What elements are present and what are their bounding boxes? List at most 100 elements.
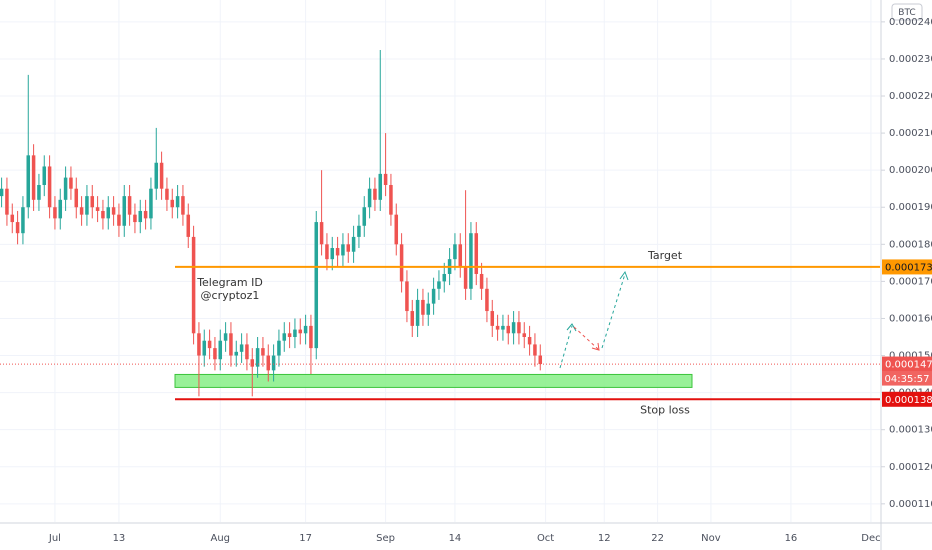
y-tick-label: 0.0001500 xyxy=(889,351,932,362)
candle-body xyxy=(469,233,473,289)
arrowhead xyxy=(566,323,577,332)
currency-label: BTC xyxy=(898,8,915,18)
x-tick-label: 22 xyxy=(651,533,664,544)
candle-body xyxy=(453,244,457,260)
candle-body xyxy=(298,329,303,334)
x-tick-label: 17 xyxy=(299,533,312,544)
candle-body xyxy=(341,244,345,256)
candle-body xyxy=(63,177,68,200)
candle-body xyxy=(335,248,340,256)
projection-arrows xyxy=(559,270,629,369)
candle-body xyxy=(111,207,116,215)
candle-body xyxy=(149,188,153,219)
candle-body xyxy=(159,162,164,189)
candle-body xyxy=(5,188,9,215)
candle-body xyxy=(378,173,383,200)
candle-body xyxy=(282,333,287,341)
arrow-up-2 xyxy=(601,273,626,349)
price-tag xyxy=(882,391,932,407)
candle-body xyxy=(143,210,148,219)
candle-body xyxy=(351,236,356,252)
candle-body xyxy=(26,155,31,208)
candle-body xyxy=(405,281,409,312)
x-tick-label: 14 xyxy=(449,533,462,544)
price-tag-label: 0.0001739 xyxy=(885,262,932,273)
candle-body xyxy=(47,166,52,208)
candle-body xyxy=(15,222,20,234)
candle-body xyxy=(538,355,543,365)
y-tick-label: 0.0001200 xyxy=(889,462,932,473)
candle-body xyxy=(442,273,447,282)
y-tick-label: 0.0002000 xyxy=(889,165,932,176)
candle-body xyxy=(474,233,479,274)
candle-body xyxy=(266,355,271,371)
candle-body xyxy=(223,333,228,341)
candle-body xyxy=(431,288,436,304)
candle-body xyxy=(346,244,351,252)
price-tag-label: 0.0001477 xyxy=(885,360,932,371)
candle-body xyxy=(485,288,489,312)
candle-body xyxy=(362,207,367,226)
candle-body xyxy=(207,340,212,349)
candle-body xyxy=(21,207,25,234)
y-tick-label: 0.0001100 xyxy=(889,499,932,510)
candle-body xyxy=(85,196,89,215)
plot xyxy=(0,50,880,401)
candle-body xyxy=(271,355,276,371)
candle-body xyxy=(501,325,505,330)
candle-body xyxy=(357,225,361,237)
candle-body xyxy=(325,244,329,260)
candle-body xyxy=(479,273,484,289)
currency-badge xyxy=(891,3,923,21)
candle-body xyxy=(234,351,239,356)
candle-body xyxy=(410,311,415,326)
price-tag xyxy=(882,356,932,372)
y-tick-label: 0.0001800 xyxy=(889,239,932,250)
candle-body xyxy=(293,329,297,338)
candle-body xyxy=(511,322,516,334)
x-tick-label: 12 xyxy=(598,533,611,544)
candle-body xyxy=(458,244,463,267)
level-name: Target xyxy=(647,249,683,262)
candle-body xyxy=(69,177,73,189)
candle-body xyxy=(181,196,185,215)
grid xyxy=(0,0,880,522)
candle-body xyxy=(250,359,255,367)
y-tick-label: 0.0002300 xyxy=(889,54,932,65)
candle-body xyxy=(10,214,15,223)
annotation: @cryptoz1 xyxy=(201,289,260,302)
price-tag xyxy=(882,259,932,275)
y-tick-label: 0.0001300 xyxy=(889,425,932,436)
candle-body xyxy=(53,207,57,219)
candle-body xyxy=(191,236,196,334)
candle-body xyxy=(255,348,260,367)
candle-body xyxy=(229,333,233,356)
candle-body xyxy=(287,333,292,338)
candle-body xyxy=(394,214,399,245)
candle-body xyxy=(202,340,207,356)
arrowhead xyxy=(619,270,629,281)
x-tick-label: 13 xyxy=(113,533,126,544)
arrow-up-1 xyxy=(559,325,573,369)
candle-body xyxy=(95,207,100,211)
y-tick-label: 0.0001900 xyxy=(889,202,932,213)
x-tick-label: Aug xyxy=(211,533,231,544)
arrowhead xyxy=(591,342,600,351)
candle-body xyxy=(261,348,265,356)
candle-body xyxy=(415,299,420,326)
candle-body xyxy=(527,337,532,345)
candle-body xyxy=(389,184,393,215)
price-tag-label: 0.0001382 xyxy=(885,395,932,406)
candle-body xyxy=(277,340,281,356)
y-tick-label: 0.0001700 xyxy=(889,276,932,287)
support-zone xyxy=(174,373,693,388)
candle-body xyxy=(426,303,431,315)
candle-body xyxy=(506,325,511,334)
candle-body xyxy=(74,188,79,208)
candle-body xyxy=(330,248,335,260)
y-tick-label: 0.0001600 xyxy=(889,313,932,324)
level-name: Stop loss xyxy=(640,403,690,416)
y-tick-label: 0.0002200 xyxy=(889,91,932,102)
x-tick-label: Jul xyxy=(48,533,61,544)
